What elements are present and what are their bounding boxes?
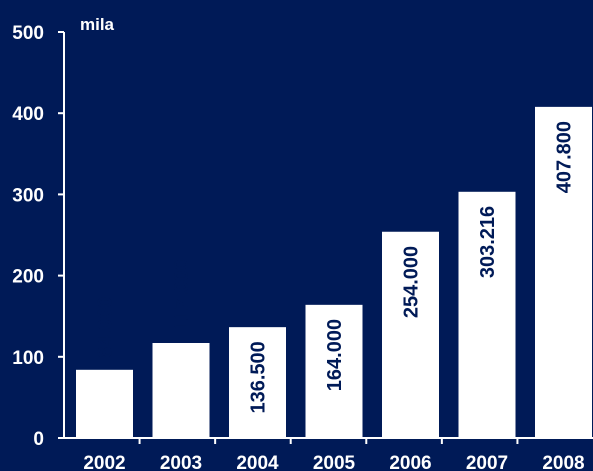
bar (152, 342, 210, 438)
x-category-label: 2006 (389, 453, 431, 471)
bar (305, 304, 363, 438)
data-label: 303.216 (477, 206, 499, 278)
y-tick-label: 400 (12, 104, 44, 125)
data-label: 407.800 (554, 121, 576, 193)
bar (76, 369, 133, 438)
x-category-label: 2004 (236, 453, 279, 471)
x-category-label: 2005 (313, 453, 356, 471)
bar (229, 327, 286, 438)
data-label: 254.000 (401, 246, 423, 318)
x-category-labels: 2002 2003 2004 2005 2006 2007 2008 (83, 438, 585, 471)
data-label: 164.000 (324, 319, 346, 391)
bars: 84.000 117.000 136.500 164.000 254.000 303.21… (76, 106, 592, 439)
x-category-label: 2008 (542, 453, 584, 471)
x-category-label: 2007 (466, 453, 508, 471)
bar (458, 191, 516, 438)
bar (382, 231, 439, 438)
data-label: 136.500 (248, 341, 270, 413)
bar (535, 106, 592, 439)
y-tick-label: 200 (12, 267, 44, 288)
y-tick-label: 0 (33, 429, 44, 450)
y-tick-label: 500 (12, 23, 44, 44)
y-unit-label: mila (80, 15, 115, 34)
x-category-label: 2002 (83, 453, 125, 471)
y-ticks: 0 100 200 300 400 500 (12, 23, 64, 450)
x-category-label: 2003 (160, 453, 202, 471)
data-label: 84.000 (95, 297, 117, 358)
y-tick-label: 300 (12, 185, 44, 206)
y-tick-label: 100 (12, 348, 44, 369)
data-label: 117.000 (171, 259, 193, 330)
